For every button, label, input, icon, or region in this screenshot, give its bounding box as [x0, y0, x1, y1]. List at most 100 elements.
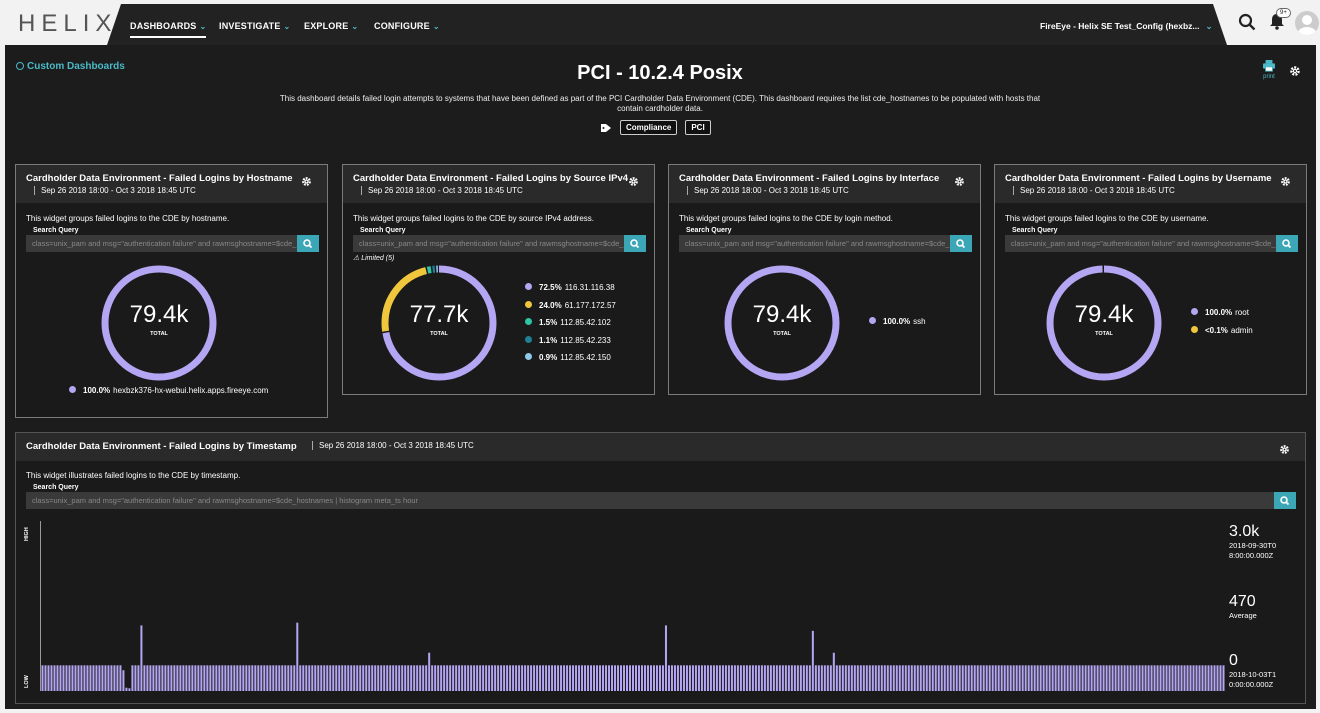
histogram-bar[interactable]	[203, 665, 206, 691]
histogram-bar[interactable]	[874, 665, 877, 691]
histogram-bar[interactable]	[146, 665, 149, 691]
histogram-bar[interactable]	[1171, 665, 1174, 691]
histogram-bar[interactable]	[886, 665, 889, 691]
histogram-bar[interactable]	[931, 665, 934, 691]
histogram-bar[interactable]	[982, 665, 985, 691]
histogram-bar[interactable]	[964, 665, 967, 691]
histogram-bar[interactable]	[527, 665, 530, 691]
histogram-bar[interactable]	[182, 665, 185, 691]
histogram-bar[interactable]	[1006, 665, 1009, 691]
histogram-bar[interactable]	[673, 665, 676, 691]
search-button[interactable]	[624, 235, 646, 252]
histogram-bar[interactable]	[958, 665, 961, 691]
gear-icon[interactable]	[628, 176, 639, 187]
histogram-bar[interactable]	[637, 665, 640, 691]
histogram-bar[interactable]	[371, 665, 374, 691]
histogram-bar[interactable]	[83, 665, 86, 691]
histogram-bar[interactable]	[41, 665, 44, 691]
histogram-bar[interactable]	[479, 665, 482, 691]
histogram-bar[interactable]	[763, 665, 766, 691]
histogram-bar[interactable]	[575, 665, 578, 691]
histogram-bar[interactable]	[221, 665, 224, 691]
histogram-bar[interactable]	[65, 665, 68, 691]
search-button[interactable]	[297, 235, 319, 252]
histogram-bar[interactable]	[1015, 665, 1018, 691]
legend-item[interactable]: 100.0% hexbzk376-hx-webui.helix.apps.fire…	[69, 386, 268, 404]
histogram-bar[interactable]	[730, 665, 733, 691]
histogram-bar[interactable]	[1174, 665, 1177, 691]
histogram-bar[interactable]	[796, 665, 799, 691]
histogram-bar[interactable]	[1150, 665, 1153, 691]
histogram-bar[interactable]	[826, 665, 829, 691]
histogram-bar[interactable]	[979, 665, 982, 691]
gear-icon[interactable]	[954, 176, 965, 187]
histogram-bar[interactable]	[904, 665, 907, 691]
histogram-bar[interactable]	[590, 665, 593, 691]
histogram-bar[interactable]	[799, 665, 802, 691]
histogram-bar[interactable]	[299, 665, 302, 691]
histogram-bar[interactable]	[212, 665, 215, 691]
tag-pci[interactable]: PCI	[685, 120, 711, 135]
histogram-bar[interactable]	[739, 665, 742, 691]
histogram-bar[interactable]	[1030, 665, 1033, 691]
histogram-bar[interactable]	[137, 665, 140, 691]
histogram-bar[interactable]	[53, 665, 56, 691]
histogram-bar[interactable]	[988, 665, 991, 691]
histogram-bar[interactable]	[485, 665, 488, 691]
histogram-bar[interactable]	[1108, 665, 1111, 691]
histogram-bar[interactable]	[640, 665, 643, 691]
histogram-bar[interactable]	[1168, 665, 1171, 691]
histogram-bar[interactable]	[985, 665, 988, 691]
histogram-bar[interactable]	[305, 665, 308, 691]
histogram-bar[interactable]	[1156, 665, 1159, 691]
histogram-bar[interactable]	[703, 665, 706, 691]
histogram-bar[interactable]	[401, 665, 404, 691]
histogram-bar[interactable]	[1189, 665, 1192, 691]
search-query-input[interactable]: class=unix_pam and msg="authentication f…	[1005, 235, 1276, 252]
histogram-bar[interactable]	[1099, 665, 1102, 691]
histogram-bar[interactable]	[569, 665, 572, 691]
histogram-bar[interactable]	[1177, 665, 1180, 691]
histogram-bar[interactable]	[419, 665, 422, 691]
histogram-bar[interactable]	[1129, 665, 1132, 691]
histogram-bar[interactable]	[452, 665, 455, 691]
histogram-bar[interactable]	[754, 665, 757, 691]
histogram-bar[interactable]	[587, 665, 590, 691]
histogram-bar[interactable]	[1084, 665, 1087, 691]
histogram-bar[interactable]	[643, 665, 646, 691]
histogram-bar[interactable]	[910, 665, 913, 691]
donut-slice[interactable]	[381, 265, 497, 381]
histogram-bar[interactable]	[649, 665, 652, 691]
histogram-bar[interactable]	[715, 665, 718, 691]
histogram-bar[interactable]	[838, 665, 841, 691]
histogram-bar[interactable]	[991, 665, 994, 691]
histogram-bar[interactable]	[661, 665, 664, 691]
histogram-bar[interactable]	[566, 665, 569, 691]
histogram-bar[interactable]	[398, 665, 401, 691]
histogram-bar[interactable]	[967, 665, 970, 691]
legend-item[interactable]: 100.0% ssh	[869, 317, 926, 335]
histogram-bar[interactable]	[817, 665, 820, 691]
histogram-bar[interactable]	[434, 665, 437, 691]
histogram-bar[interactable]	[1078, 665, 1081, 691]
histogram-bar[interactable]	[533, 665, 536, 691]
histogram-bar[interactable]	[521, 665, 524, 691]
histogram-bar[interactable]	[581, 665, 584, 691]
histogram-bar[interactable]	[751, 665, 754, 691]
histogram-bar[interactable]	[901, 665, 904, 691]
histogram-bar[interactable]	[365, 665, 368, 691]
histogram-bar[interactable]	[356, 665, 359, 691]
gear-icon[interactable]	[1289, 65, 1301, 77]
histogram-bar[interactable]	[928, 665, 931, 691]
histogram-bar[interactable]	[104, 665, 107, 691]
histogram-bar[interactable]	[293, 665, 296, 691]
histogram-bar[interactable]	[679, 665, 682, 691]
nav-dashboards[interactable]: DASHBOARDS ⌄	[130, 21, 207, 38]
histogram-bar[interactable]	[820, 665, 823, 691]
histogram-bar[interactable]	[125, 687, 128, 691]
histogram-bar[interactable]	[344, 665, 347, 691]
histogram-bar[interactable]	[341, 665, 344, 691]
histogram-bar[interactable]	[386, 665, 389, 691]
histogram-bar[interactable]	[206, 665, 209, 691]
histogram-bar[interactable]	[646, 665, 649, 691]
